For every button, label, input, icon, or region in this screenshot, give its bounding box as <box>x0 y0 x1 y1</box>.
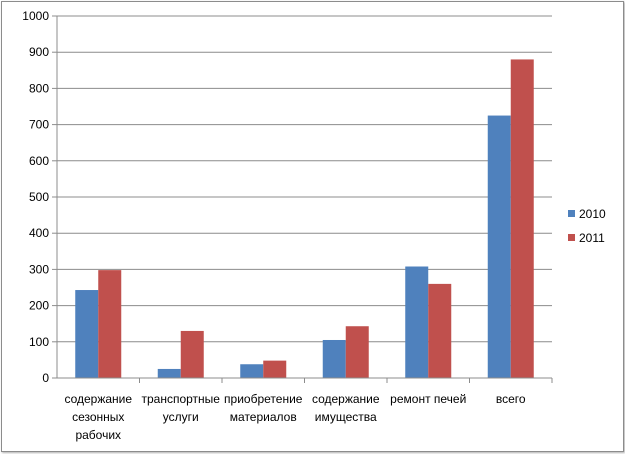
y-tick-label: 900 <box>29 45 49 59</box>
bar-2011 <box>428 283 452 378</box>
x-tick-label: транспортные услуги <box>142 392 221 424</box>
bar-2011 <box>263 360 287 378</box>
x-tick-label: всего <box>496 392 526 406</box>
legend-label-2010: 2010 <box>579 207 606 221</box>
bar-2011 <box>180 330 204 378</box>
legend: 2010 2011 <box>568 207 606 245</box>
bar-2011 <box>98 270 122 378</box>
gridlines <box>57 15 552 343</box>
x-axis: содержание сезонных рабочих транспортные усл… <box>57 377 553 442</box>
x-tick-label: ремонт печей <box>390 392 466 406</box>
y-tick-label: 0 <box>42 371 49 385</box>
bar-2010 <box>240 364 264 378</box>
y-tick-label: 400 <box>29 226 49 240</box>
y-tick-label: 800 <box>29 81 49 95</box>
bar-2011 <box>345 326 369 378</box>
bar-2010 <box>487 115 511 379</box>
y-tick-label: 200 <box>29 299 49 313</box>
bar-2010 <box>75 290 99 378</box>
legend-swatch-2010 <box>568 210 575 217</box>
y-tick-label: 600 <box>29 154 49 168</box>
y-tick-label: 300 <box>29 262 49 276</box>
y-tick-label: 1000 <box>22 9 49 23</box>
bar-2011 <box>510 59 534 378</box>
bar-2010 <box>157 368 181 378</box>
x-tick-label: содержание имущества <box>312 392 380 424</box>
legend-label-2011: 2011 <box>579 231 605 245</box>
legend-swatch-2011 <box>568 234 575 241</box>
x-tick-label: приобретение материалов <box>224 392 303 424</box>
y-tick-label: 100 <box>29 335 49 349</box>
x-tick-label: содержание сезонных рабочих <box>64 392 132 442</box>
y-tick-label: 500 <box>29 190 49 204</box>
bar-2010 <box>322 339 346 378</box>
bars <box>75 59 534 379</box>
y-tick-label: 700 <box>29 118 49 132</box>
y-axis: 0 100 200 300 400 500 600 700 800 900 1000 <box>22 9 58 385</box>
bar-2010 <box>405 266 429 378</box>
